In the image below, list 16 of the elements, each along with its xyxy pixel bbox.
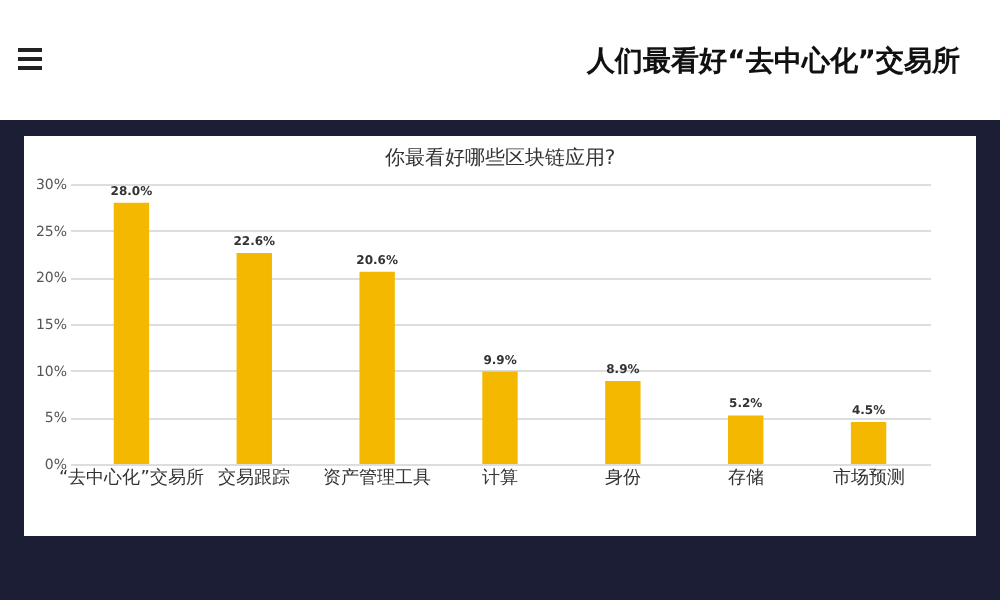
bar (359, 271, 395, 464)
bar (236, 253, 272, 464)
bar (850, 422, 887, 464)
bar (728, 415, 764, 464)
x-tick-label: 市场预测 (832, 467, 905, 489)
x-tick-label: 交易跟踪 (218, 467, 291, 489)
bar (482, 371, 518, 464)
x-tick-label: 存储 (727, 467, 764, 489)
bar (605, 380, 641, 464)
bar (113, 202, 150, 464)
chart-title: 你最看好哪些区块链应用? (384, 146, 616, 170)
x-tick-label: “去中心化”交易所 (59, 467, 204, 489)
chart-subtitle: 人们最看好“去中心化”交易所 (587, 44, 960, 80)
x-tick-label: 资产管理工具 (323, 467, 432, 489)
x-tick-label: 计算 (482, 467, 518, 489)
x-tick-label: 身份 (604, 467, 641, 489)
